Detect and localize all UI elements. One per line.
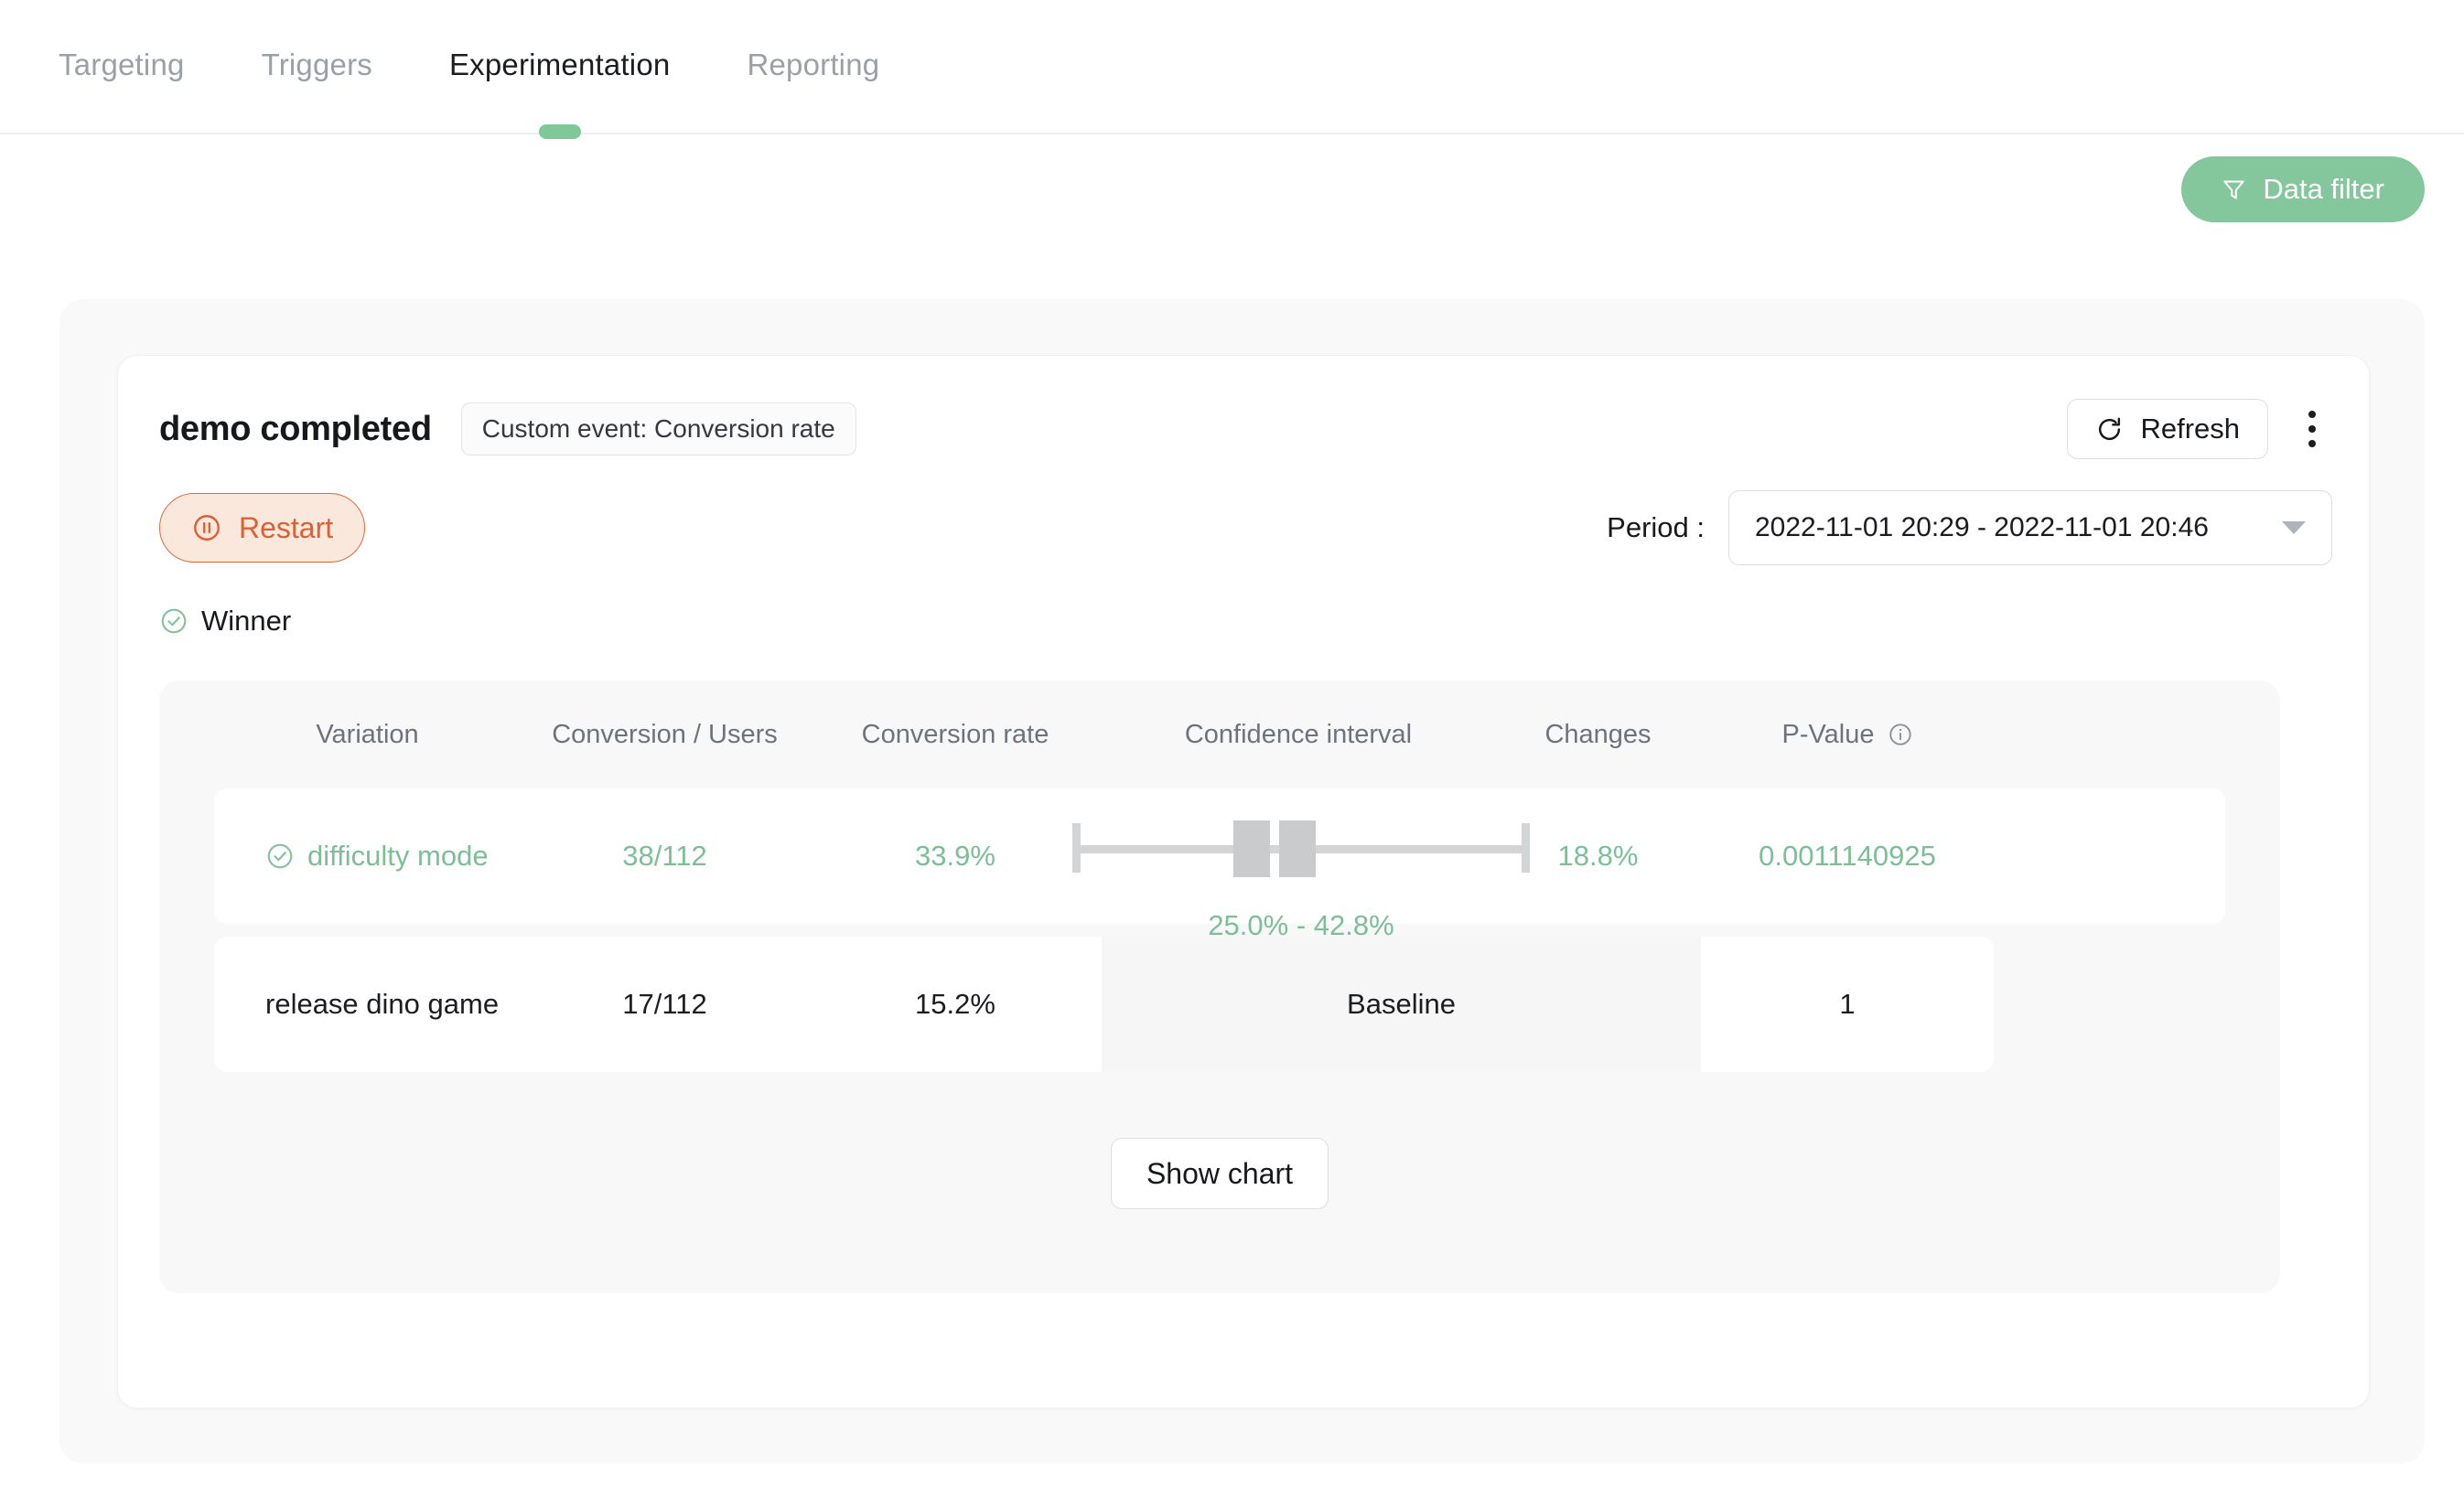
column-header-conversion-users: Conversion / Users (552, 719, 778, 749)
variation-name: release dino game (265, 988, 500, 1020)
cell-variation: difficulty mode (214, 840, 521, 873)
page-title: demo completed (159, 409, 432, 448)
show-chart-button[interactable]: Show chart (1110, 1138, 1329, 1209)
ci-cap-left (1072, 823, 1081, 873)
period-select[interactable]: 2022-11-01 20:29 - 2022-11-01 20:46 (1728, 490, 2332, 565)
column-header-pvalue: P-Value (1701, 720, 1994, 750)
restart-label: Restart (239, 510, 334, 544)
cell-conversion-rate: 15.2% (809, 937, 1102, 1072)
show-chart-row: Show chart (159, 1138, 2280, 1209)
cell-variation: release dino game (214, 937, 521, 1072)
cell-changes: 18.8% (1557, 840, 1639, 872)
column-header-pvalue-label: P-Value (1781, 719, 1875, 749)
refresh-icon (2095, 415, 2124, 444)
column-header-changes: Changes (1544, 719, 1652, 749)
kebab-dot (2308, 411, 2316, 418)
status-label: Winner (201, 605, 292, 637)
cell-conversion-users: 38/112 (622, 840, 707, 872)
cell-confidence-interval: 25.0% - 42.8% (1072, 788, 1530, 941)
check-circle-icon (265, 842, 295, 871)
data-filter-button[interactable]: Data filter (2181, 156, 2425, 222)
experiment-card: demo completed Custom event: Conversion … (117, 355, 2370, 1409)
tab-targeting[interactable]: Targeting (59, 48, 185, 86)
primary-tab-bar: Targeting Triggers Experimentation Repor… (0, 0, 2464, 139)
kebab-menu-icon[interactable] (2292, 399, 2332, 459)
toolbar-row: Data filter (0, 134, 2464, 244)
info-icon[interactable] (1888, 722, 1913, 747)
ci-range-label: 25.0% - 42.8% (1208, 909, 1394, 941)
experiment-panel: demo completed Custom event: Conversion … (59, 299, 2425, 1463)
cell-pvalue: 0.0011140925 (1759, 840, 1936, 872)
tab-label: Targeting (59, 47, 185, 81)
tab-label: Reporting (747, 47, 880, 81)
variation-name: difficulty mode (307, 840, 489, 872)
column-header-variation: Variation (316, 719, 419, 749)
ci-marker-baseline (1233, 820, 1270, 877)
table-header-row: Variation Conversion / Users Conversion … (159, 681, 2280, 788)
tab-experimentation[interactable]: Experimentation (448, 47, 671, 139)
table-row[interactable]: release dino game 17/112 15.2% Baseline … (214, 937, 2225, 1072)
kebab-dot (2308, 440, 2316, 447)
pause-circle-icon (191, 512, 222, 543)
period-label: Period : (1607, 511, 1705, 543)
chevron-down-icon (2282, 521, 2306, 534)
cell-baseline: Baseline (1102, 937, 1701, 1072)
experiment-controls-row: Restart Period : 2022-11-01 20:29 - 2022… (159, 490, 2332, 565)
column-header-confidence-interval: Confidence interval (1184, 719, 1413, 749)
confidence-interval-chart: 25.0% - 42.8% (1072, 820, 1530, 941)
tab-label: Triggers (261, 47, 372, 81)
kebab-dot (2308, 425, 2316, 433)
ci-cap-right (1522, 823, 1530, 873)
data-filter-label: Data filter (2263, 173, 2384, 205)
refresh-button[interactable]: Refresh (2067, 399, 2268, 459)
check-circle-icon (159, 606, 188, 636)
column-header-conversion-rate: Conversion rate (861, 719, 1049, 749)
cell-pvalue: 1 (1701, 937, 1994, 1072)
restart-button[interactable]: Restart (159, 493, 366, 563)
active-tab-indicator (538, 123, 581, 139)
results-table: Variation Conversion / Users Conversion … (159, 681, 2280, 1293)
card-header-actions: Refresh (2067, 399, 2332, 459)
tab-triggers[interactable]: Triggers (262, 48, 372, 86)
refresh-label: Refresh (2140, 413, 2240, 445)
funnel-icon (2222, 177, 2246, 203)
event-chip: Custom event: Conversion rate (460, 402, 856, 456)
period-value: 2022-11-01 20:29 - 2022-11-01 20:46 (1755, 512, 2209, 542)
tab-label: Experimentation (448, 47, 671, 81)
period-control: Period : 2022-11-01 20:29 - 2022-11-01 2… (1607, 490, 2332, 565)
status-badge: Winner (159, 605, 291, 638)
tab-reporting[interactable]: Reporting (747, 48, 879, 86)
card-header: demo completed Custom event: Conversion … (159, 397, 2332, 461)
cell-conversion-users: 17/112 (521, 937, 809, 1072)
table-row[interactable]: difficulty mode 38/112 33.9% 25.0% - 42.… (214, 788, 2225, 941)
cell-conversion-rate: 33.9% (915, 840, 995, 872)
ci-marker-variant (1279, 820, 1316, 877)
